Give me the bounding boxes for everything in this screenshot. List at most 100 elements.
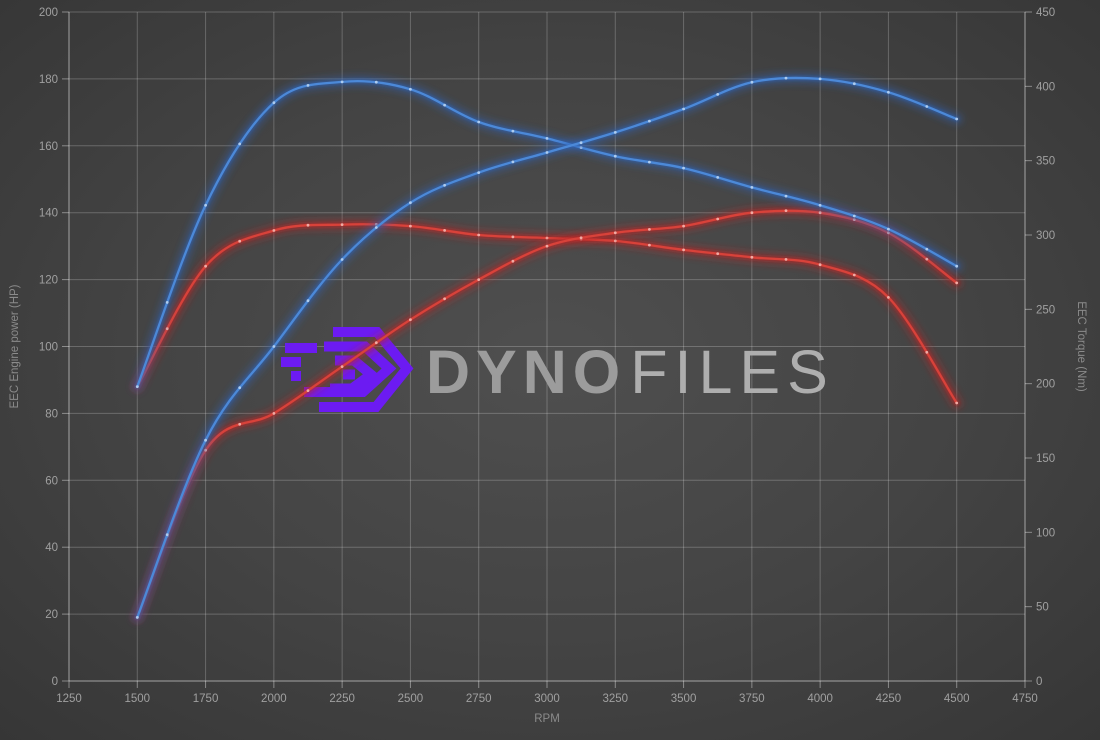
curve-torque-blue-point (477, 120, 481, 124)
x-axis-tick-label: 2500 (398, 693, 424, 705)
curve-power-blue-point (165, 533, 169, 537)
curve-torque-blue-point (340, 80, 344, 84)
curve-power-blue-point (204, 438, 208, 442)
curve-power-blue-point (648, 119, 651, 123)
curve-torque-blue-point (135, 385, 139, 388)
curve-torque-blue-point (374, 80, 378, 84)
y-axis-left-tick-label: 60 (45, 475, 58, 487)
curve-torque-red (131, 218, 963, 409)
curve-torque-blue-point (238, 142, 242, 146)
curve-torque-blue-point (204, 203, 208, 207)
curve-torque-blue-point (852, 214, 856, 218)
curve-torque-red-point (165, 327, 169, 331)
y-axis-left-tick-label: 20 (45, 609, 58, 621)
curve-torque-red-point (648, 243, 651, 247)
curve-torque-red-point (272, 229, 276, 232)
curve-torque-red-point (716, 252, 720, 256)
curve-power-blue-point (750, 80, 754, 84)
x-axis-tick-label: 2750 (466, 693, 492, 705)
curve-torque-red-point (750, 255, 754, 259)
curve-power-blue-point (852, 82, 856, 86)
curve-power-blue-line (136, 76, 958, 619)
curve-torque-blue-point (925, 247, 929, 251)
y-axis-right-tick-label: 100 (1036, 527, 1055, 539)
curve-power-blue-point (716, 93, 720, 96)
curve-power-blue-point (925, 105, 929, 108)
curve-power-red-point (682, 224, 685, 228)
curve-torque-red-point (784, 258, 788, 261)
x-axis-tick-label: 4250 (876, 693, 902, 705)
x-axis-tick-label: 4500 (944, 693, 970, 705)
curve-power-blue-halo (131, 71, 963, 624)
y-axis-right-tick-label: 50 (1036, 602, 1049, 614)
curve-torque-blue-point (682, 166, 685, 170)
curve-power-red-point (272, 412, 276, 415)
curve-torque-red-point (682, 248, 685, 252)
x-axis-tick-label: 1750 (193, 693, 219, 705)
curve-torque-blue-point (887, 227, 890, 231)
curve-torque-blue-point (306, 84, 310, 87)
curve-power-blue-point (784, 76, 788, 80)
curve-power-blue-point (238, 386, 242, 390)
curve-power-red (131, 204, 963, 624)
curve-torque-blue-point (272, 101, 276, 105)
y-axis-left-tick-label: 80 (45, 408, 58, 420)
y-axis-right-tick-label: 450 (1036, 7, 1055, 19)
y-axis-left-tick-label: 140 (39, 208, 58, 220)
curve-power-red-point (716, 217, 720, 221)
x-axis-tick-label: 4750 (1012, 693, 1038, 705)
curve-power-blue-point (306, 299, 310, 303)
curve-power-blue-point (545, 151, 549, 154)
curve-torque-red-point (204, 264, 208, 268)
y-axis-right-tick-label: 150 (1036, 453, 1055, 465)
curve-torque-blue (131, 75, 963, 393)
curve-torque-blue-point (545, 137, 549, 140)
y-axis-left-tick-label: 200 (39, 7, 58, 19)
curve-torque-red-point (340, 223, 344, 227)
curve-torque-red-point (613, 239, 617, 243)
curve-torque-blue-point (511, 129, 515, 133)
curve-power-blue-point (579, 141, 583, 145)
y-axis-left-tick-label: 100 (39, 342, 58, 354)
curve-torque-red-point (852, 273, 856, 277)
curve-torque-red-point (925, 350, 929, 354)
y-axis-right-tick-label: 300 (1036, 230, 1055, 242)
y-axis-left-tick-label: 40 (45, 542, 58, 554)
curve-torque-blue-point (716, 176, 720, 179)
curve-power-red-point (545, 244, 549, 248)
y-axis-left-title: EEC Engine power (HP) (9, 284, 21, 408)
curve-torque-red-point (545, 236, 549, 240)
curve-torque-blue-point (613, 154, 617, 158)
curve-power-blue-point (477, 171, 481, 175)
curve-power-red-point (511, 259, 515, 263)
curve-power-red-point (818, 211, 822, 215)
curve-torque-red-point (477, 233, 481, 237)
x-axis-tick-label: 3250 (602, 693, 628, 705)
y-axis-right-tick-label: 400 (1036, 81, 1055, 93)
curve-torque-red-point (409, 224, 412, 228)
curve-torque-blue-point (955, 264, 959, 268)
y-axis-right-tick-label: 250 (1036, 304, 1055, 316)
curve-power-blue-point (443, 183, 446, 187)
x-axis-tick-label: 3000 (534, 693, 560, 705)
curve-power-blue-point (272, 345, 276, 348)
curve-torque-red-point (511, 235, 515, 239)
curve-power-blue-point (613, 131, 617, 134)
y-axis-right-tick-label: 200 (1036, 379, 1055, 391)
y-axis-left-tick-label: 120 (39, 275, 58, 287)
curve-power-blue-point (682, 107, 685, 111)
curve-power-red-point (477, 278, 481, 281)
curve-power-blue (131, 71, 963, 624)
curve-torque-blue-point (784, 194, 788, 198)
curve-power-red-point (306, 389, 310, 392)
curve-torque-blue-point (409, 87, 412, 91)
y-axis-left-tick-label: 160 (39, 141, 58, 153)
curve-torque-red-point (306, 223, 310, 227)
curve-torque-red-point (955, 401, 959, 405)
curve-power-red-point (613, 231, 617, 235)
curve-torque-blue-point (165, 301, 169, 304)
x-axis-tick-label: 2250 (329, 693, 355, 705)
curve-power-red-point (374, 341, 378, 345)
curve-power-red-point (340, 365, 344, 368)
